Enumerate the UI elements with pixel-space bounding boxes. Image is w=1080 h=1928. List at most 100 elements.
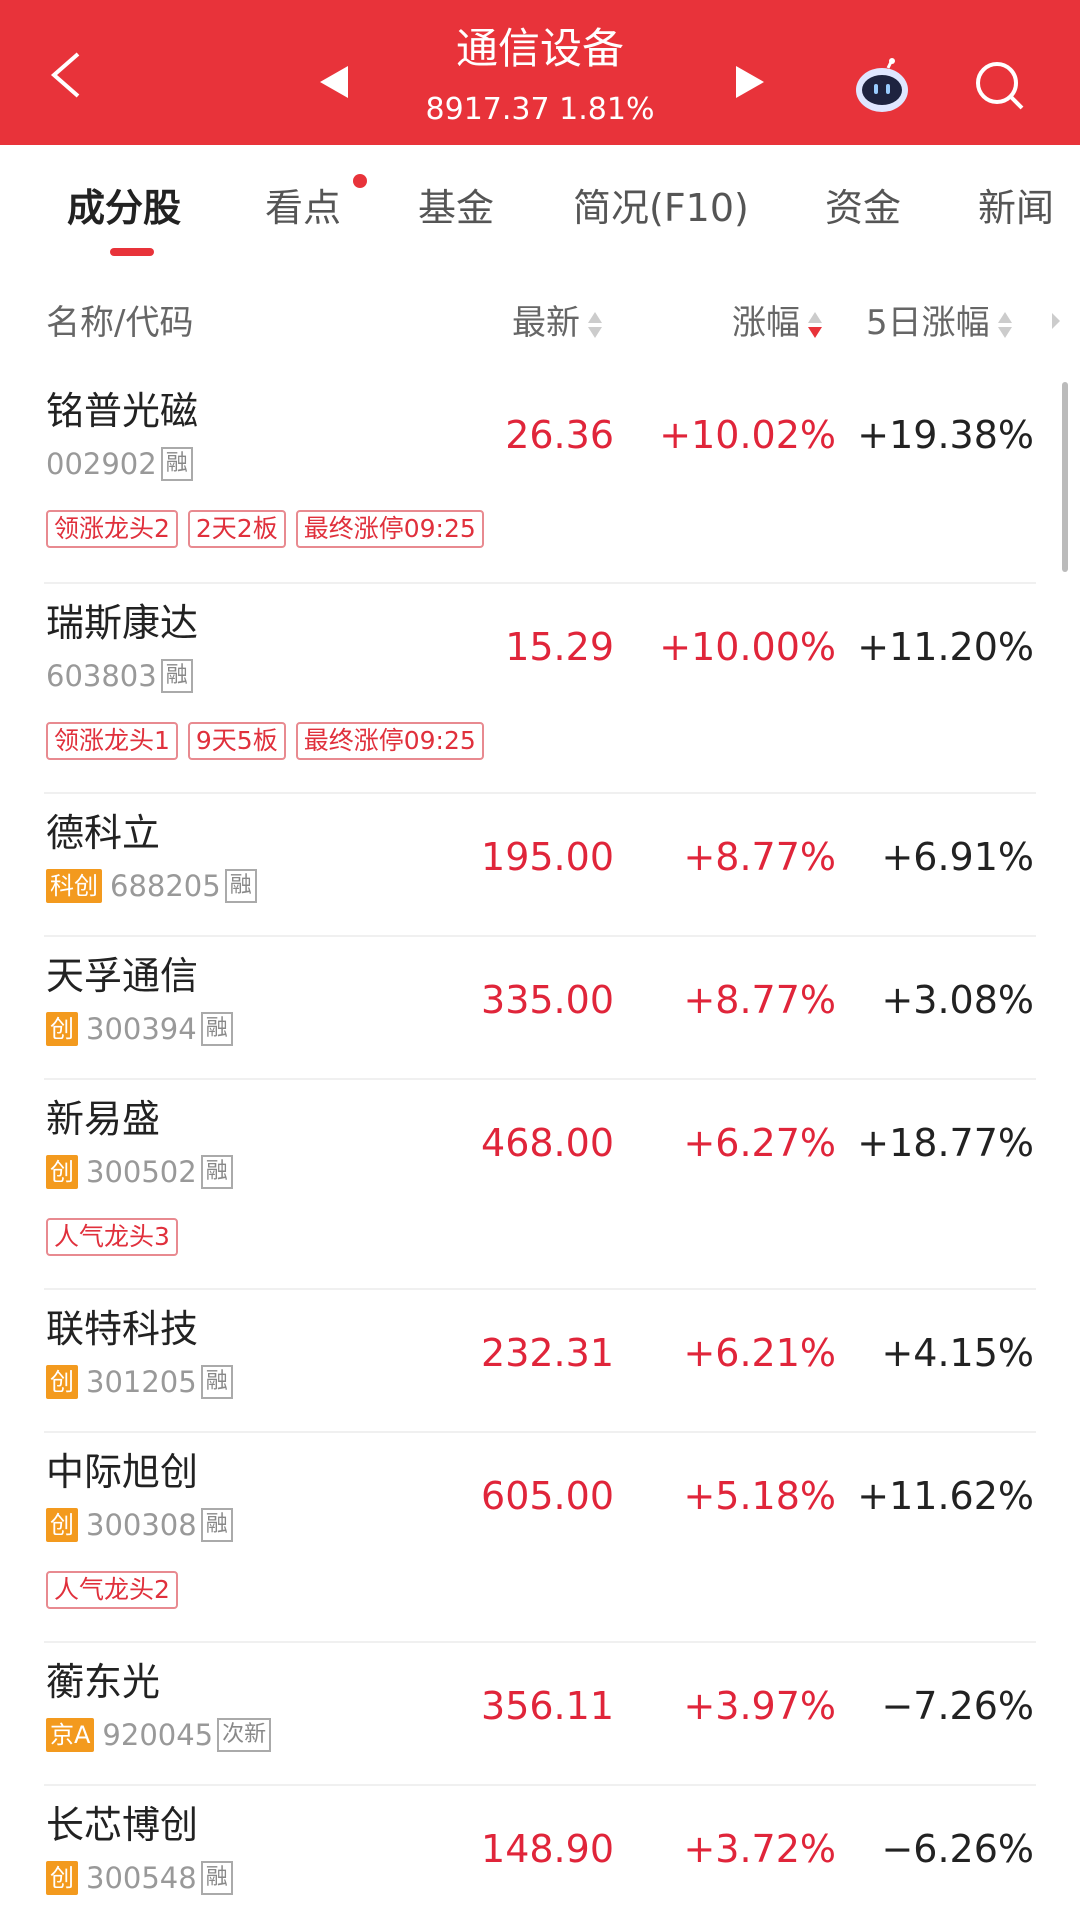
- change-percent: +8.77%: [683, 978, 836, 1022]
- market-badge: 创: [46, 1012, 78, 1046]
- stock-code-line: 创 300548 融: [46, 1858, 233, 1898]
- market-badge: 创: [46, 1155, 78, 1189]
- stock-row[interactable]: 铭普光磁 002902 融 领涨龙头2 2天2板 最终涨停09:25 26.36 +1…: [44, 372, 1036, 582]
- back-icon[interactable]: [48, 50, 84, 100]
- column-header-price[interactable]: 最新: [512, 300, 602, 346]
- market-badge: 创: [46, 1508, 78, 1542]
- stock-code: 300502: [86, 1155, 197, 1189]
- stock-row[interactable]: 新易盛 创 300502 融 人气龙头3 468.00 +6.27% +18.77%: [44, 1078, 1036, 1288]
- stock-tag: 9天5板: [187, 722, 286, 760]
- next-sector-icon[interactable]: [736, 66, 764, 98]
- latest-price: 148.90: [481, 1827, 614, 1871]
- stock-code: 301205: [86, 1365, 197, 1399]
- latest-price: 335.00: [481, 978, 614, 1022]
- tab-news[interactable]: 新闻: [978, 186, 1055, 230]
- stock-row[interactable]: 德科立 科创 688205 融 195.00 +8.77% +6.91%: [44, 792, 1036, 935]
- change-percent: +10.02%: [659, 413, 836, 457]
- stock-tag: 人气龙头3: [46, 1218, 178, 1256]
- stock-name: 天孚通信: [46, 954, 199, 998]
- previous-sector-icon[interactable]: [320, 66, 348, 98]
- tab-bar: 成分股 看点 基金 简况(F10) 资金 新闻: [0, 180, 1080, 240]
- change-5d-percent: −6.26%: [881, 1827, 1034, 1871]
- tab-constituents[interactable]: 成分股: [67, 186, 182, 230]
- stock-name: 瑞斯康达: [46, 601, 199, 645]
- flag-badge: 融: [200, 1508, 233, 1542]
- change5d-label: 5日涨幅: [866, 303, 990, 343]
- stock-code: 603803: [46, 659, 157, 693]
- change-5d-percent: +19.38%: [857, 413, 1034, 457]
- tab-overview-f10[interactable]: 简况(F10): [573, 186, 749, 230]
- tag-list: 领涨龙头1 9天5板 最终涨停09:25: [46, 722, 484, 760]
- stock-code-line: 603803 融: [46, 656, 193, 696]
- change-5d-percent: +18.77%: [857, 1121, 1034, 1165]
- change-5d-percent: +6.91%: [881, 835, 1034, 879]
- stock-code: 688205: [110, 869, 221, 903]
- change-percent: +3.97%: [683, 1684, 836, 1728]
- change-5d-percent: +3.08%: [881, 978, 1034, 1022]
- flag-badge: 融: [160, 659, 193, 693]
- stock-code-line: 创 300394 融: [46, 1009, 233, 1049]
- latest-price: 356.11: [481, 1684, 614, 1728]
- change-percent: +5.18%: [683, 1474, 836, 1518]
- stock-row[interactable]: 天孚通信 创 300394 融 335.00 +8.77% +3.08%: [44, 935, 1036, 1078]
- stock-row[interactable]: 中际旭创 创 300308 融 人气龙头2 605.00 +5.18% +11.62…: [44, 1431, 1036, 1641]
- stock-code-line: 科创 688205 融: [46, 866, 257, 906]
- scrollbar[interactable]: [1062, 382, 1068, 572]
- change-5d-percent: +11.20%: [857, 625, 1034, 669]
- change-5d-percent: +4.15%: [881, 1331, 1034, 1375]
- more-columns-icon[interactable]: [1052, 313, 1060, 329]
- change-percent: +3.72%: [683, 1827, 836, 1871]
- stock-name: 中际旭创: [46, 1450, 199, 1494]
- stock-row[interactable]: 瑞斯康达 603803 融 领涨龙头1 9天5板 最终涨停09:25 15.29 +1…: [44, 582, 1036, 792]
- stock-code: 300548: [86, 1861, 197, 1895]
- stock-row[interactable]: 联特科技 创 301205 融 232.31 +6.21% +4.15%: [44, 1288, 1036, 1431]
- robot-assistant-icon[interactable]: [852, 58, 912, 114]
- stock-tag: 最终涨停09:25: [295, 510, 484, 548]
- top-bar: 通信设备 8917.37 1.81%: [0, 0, 1080, 145]
- stock-code: 920045: [102, 1718, 214, 1752]
- column-header-name: 名称/代码: [46, 303, 194, 343]
- tag-list: 人气龙头3: [46, 1218, 178, 1256]
- stock-name: 联特科技: [46, 1307, 199, 1351]
- sort-icon: [997, 308, 1012, 342]
- index-change: 1.81%: [559, 92, 655, 127]
- flag-badge: 融: [200, 1155, 233, 1189]
- price-label: 最新: [512, 303, 580, 343]
- stock-tag: 最终涨停09:25: [295, 722, 484, 760]
- notification-dot: [353, 174, 367, 188]
- stock-tag: 领涨龙头2: [46, 510, 178, 548]
- column-header-change[interactable]: 涨幅: [732, 300, 822, 346]
- latest-price: 468.00: [481, 1121, 614, 1165]
- flag-badge: 融: [224, 869, 257, 903]
- tag-list: 领涨龙头2 2天2板 最终涨停09:25: [46, 510, 484, 548]
- stock-row[interactable]: 蘅东光 京A 920045 次新 356.11 +3.97% −7.26%: [44, 1641, 1036, 1784]
- sector-title: 通信设备: [455, 24, 624, 73]
- market-badge: 科创: [46, 869, 102, 903]
- stock-code-line: 创 301205 融: [46, 1362, 233, 1402]
- tab-highlights[interactable]: 看点: [265, 186, 342, 230]
- tab-capital[interactable]: 资金: [825, 186, 902, 230]
- stock-code-line: 创 300308 融: [46, 1505, 233, 1545]
- column-header-change5d[interactable]: 5日涨幅: [866, 300, 1012, 346]
- change-percent: +6.27%: [683, 1121, 836, 1165]
- latest-price: 26.36: [505, 413, 614, 457]
- latest-price: 195.00: [481, 835, 614, 879]
- market-badge: 京A: [46, 1718, 95, 1752]
- index-value: 8917.37: [425, 92, 550, 127]
- stock-code: 300394: [86, 1012, 197, 1046]
- flag-badge: 融: [200, 1365, 233, 1399]
- tag-list: 人气龙头2: [46, 1571, 178, 1609]
- change-label: 涨幅: [732, 303, 800, 343]
- tab-funds[interactable]: 基金: [418, 186, 495, 230]
- stock-name: 新易盛: [46, 1097, 161, 1141]
- stock-code-line: 002902 融: [46, 444, 193, 484]
- change-percent: +8.77%: [683, 835, 836, 879]
- flag-badge: 融: [200, 1861, 233, 1895]
- stock-row[interactable]: 长芯博创 创 300548 融 148.90 +3.72% −6.26%: [44, 1784, 1036, 1927]
- search-icon[interactable]: [972, 58, 1028, 114]
- stock-code-line: 京A 920045 次新: [46, 1715, 272, 1755]
- market-badge: 创: [46, 1861, 78, 1895]
- stock-tag: 人气龙头2: [46, 1571, 178, 1609]
- stock-name: 蘅东光: [46, 1660, 161, 1704]
- latest-price: 15.29: [505, 625, 614, 669]
